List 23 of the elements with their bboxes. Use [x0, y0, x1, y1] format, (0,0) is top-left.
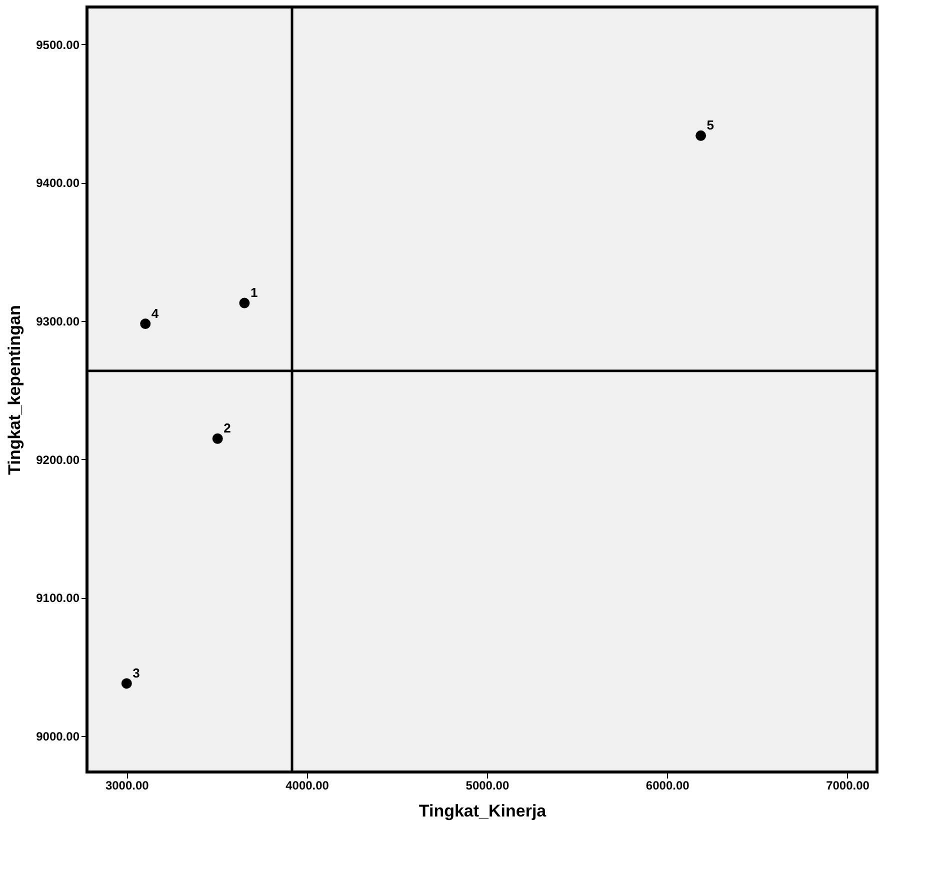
y-tick-label: 9500.00	[36, 38, 80, 52]
annotation: 1	[250, 285, 258, 300]
x-tick-label: 5000.00	[466, 778, 510, 792]
point	[140, 318, 151, 330]
point	[121, 678, 132, 689]
annotation: 3	[132, 665, 140, 680]
point	[212, 433, 223, 444]
annotation: 5	[706, 118, 714, 133]
y-tick-label: 9200.00	[36, 452, 80, 467]
point	[696, 130, 706, 141]
annotation: 2	[224, 420, 231, 436]
annotation: 4	[151, 306, 160, 321]
x-tick-label: 3000.00	[105, 778, 150, 792]
y-tick-label: 9300.00	[36, 314, 80, 329]
y-tick-label: 9000.00	[36, 730, 80, 744]
x-axis-title: Tingkat_Kinerja	[418, 802, 547, 820]
y-tick-label: 9100.00	[36, 591, 80, 606]
point	[239, 298, 250, 308]
y-tick-label: 9400.00	[36, 176, 80, 190]
x-tick-label: 7000.00	[826, 778, 870, 792]
y-axis-title: Tingkat_kepentingan	[5, 305, 24, 475]
x-tick-label: 6000.00	[646, 778, 690, 792]
x-tick-label: 4000.00	[286, 778, 330, 792]
